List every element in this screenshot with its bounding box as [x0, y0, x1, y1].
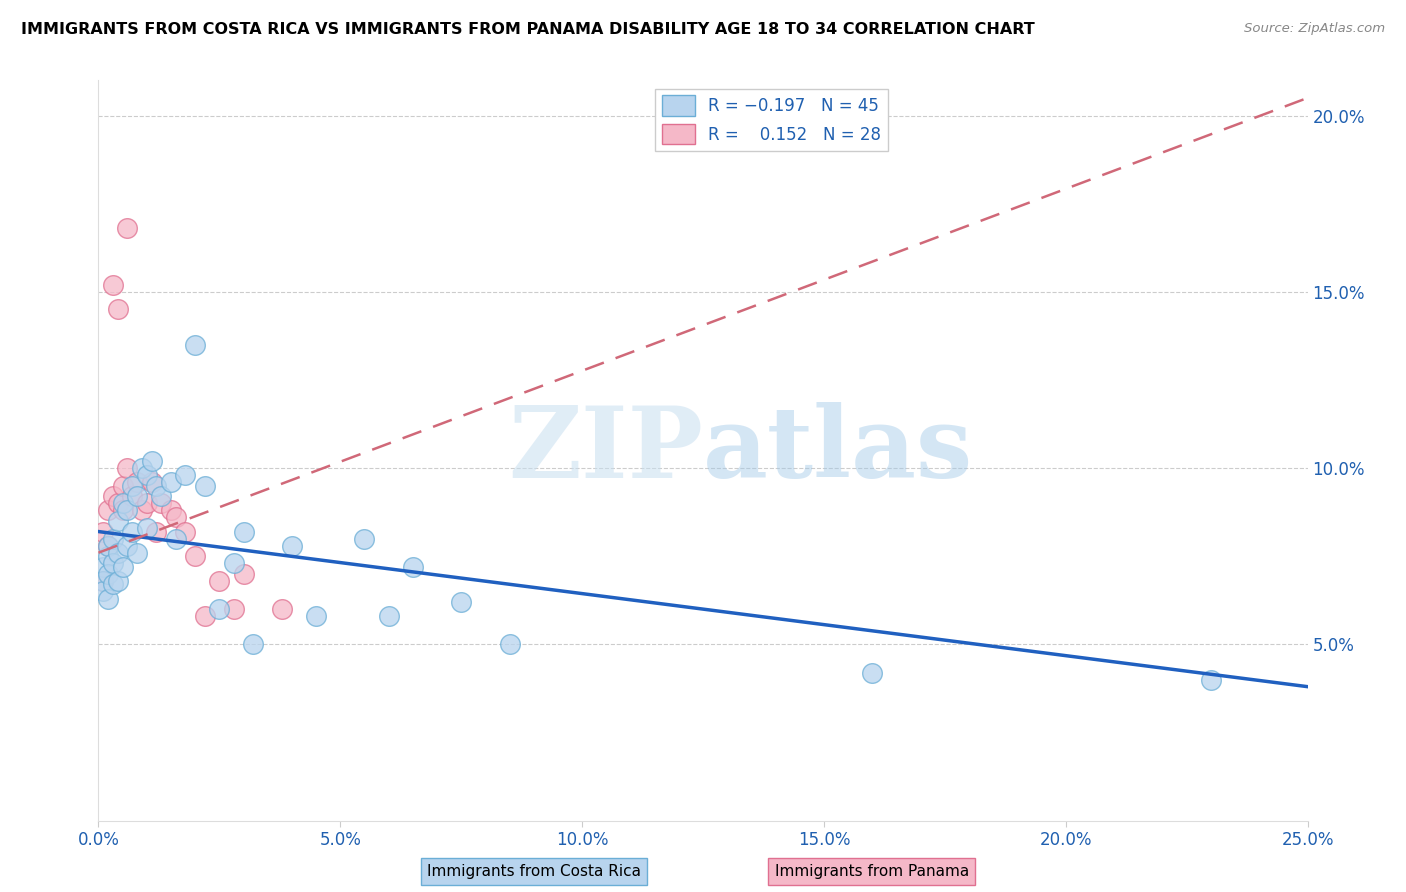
Point: [97, 566, 120, 581]
Point: [91, 574, 114, 588]
Point: [101, 277, 124, 292]
Point: [91, 574, 114, 588]
Point: [498, 637, 520, 651]
Point: [242, 637, 264, 651]
Text: Source: ZipAtlas.com: Source: ZipAtlas.com: [1244, 22, 1385, 36]
Point: [150, 496, 173, 510]
Text: atlas: atlas: [703, 402, 973, 499]
Point: [91, 559, 114, 574]
Point: [353, 532, 375, 546]
Point: [111, 496, 134, 510]
Point: [208, 574, 231, 588]
Point: [271, 602, 294, 616]
Point: [174, 524, 197, 539]
Point: [377, 609, 399, 624]
Point: [160, 503, 183, 517]
Point: [101, 577, 124, 591]
Point: [127, 489, 149, 503]
Point: [1199, 673, 1222, 687]
Point: [101, 556, 124, 570]
Point: [117, 539, 139, 553]
Point: [101, 489, 124, 503]
Point: [111, 503, 134, 517]
Text: ZIP: ZIP: [508, 402, 703, 499]
Text: Immigrants from Costa Rica: Immigrants from Costa Rica: [427, 863, 641, 879]
Point: [121, 489, 143, 503]
Point: [145, 479, 167, 493]
Point: [111, 479, 134, 493]
Point: [121, 524, 143, 539]
Point: [165, 532, 187, 546]
Point: [174, 468, 197, 483]
Legend: R = −0.197   N = 45, R =    0.152   N = 28: R = −0.197 N = 45, R = 0.152 N = 28: [655, 88, 889, 151]
Point: [107, 546, 129, 560]
Point: [117, 461, 139, 475]
Point: [91, 584, 114, 599]
Point: [135, 496, 157, 510]
Point: [121, 479, 143, 493]
Point: [117, 503, 139, 517]
Point: [107, 574, 129, 588]
Point: [141, 475, 163, 490]
Point: [281, 539, 304, 553]
Point: [97, 549, 120, 564]
Point: [402, 559, 425, 574]
Point: [165, 510, 187, 524]
Point: [131, 461, 153, 475]
Point: [127, 546, 149, 560]
Point: [107, 514, 129, 528]
Point: [232, 524, 254, 539]
Point: [135, 468, 157, 483]
Point: [117, 221, 139, 235]
Point: [160, 475, 183, 490]
Point: [222, 556, 245, 570]
Point: [305, 609, 328, 624]
Point: [860, 665, 883, 680]
Point: [107, 496, 129, 510]
Point: [97, 539, 120, 553]
Text: Immigrants from Panama: Immigrants from Panama: [775, 863, 969, 879]
Point: [208, 602, 231, 616]
Point: [97, 539, 120, 553]
Point: [141, 454, 163, 468]
Point: [184, 549, 207, 564]
Point: [184, 337, 207, 351]
Point: [131, 503, 153, 517]
Point: [222, 602, 245, 616]
Text: IMMIGRANTS FROM COSTA RICA VS IMMIGRANTS FROM PANAMA DISABILITY AGE 18 TO 34 COR: IMMIGRANTS FROM COSTA RICA VS IMMIGRANTS…: [21, 22, 1035, 37]
Point: [91, 524, 114, 539]
Point: [145, 524, 167, 539]
Point: [194, 609, 217, 624]
Point: [150, 489, 173, 503]
Point: [232, 566, 254, 581]
Point: [194, 479, 217, 493]
Point: [135, 521, 157, 535]
Point: [450, 595, 472, 609]
Point: [111, 559, 134, 574]
Point: [107, 302, 129, 317]
Point: [101, 532, 124, 546]
Point: [127, 475, 149, 490]
Point: [97, 503, 120, 517]
Point: [97, 591, 120, 606]
